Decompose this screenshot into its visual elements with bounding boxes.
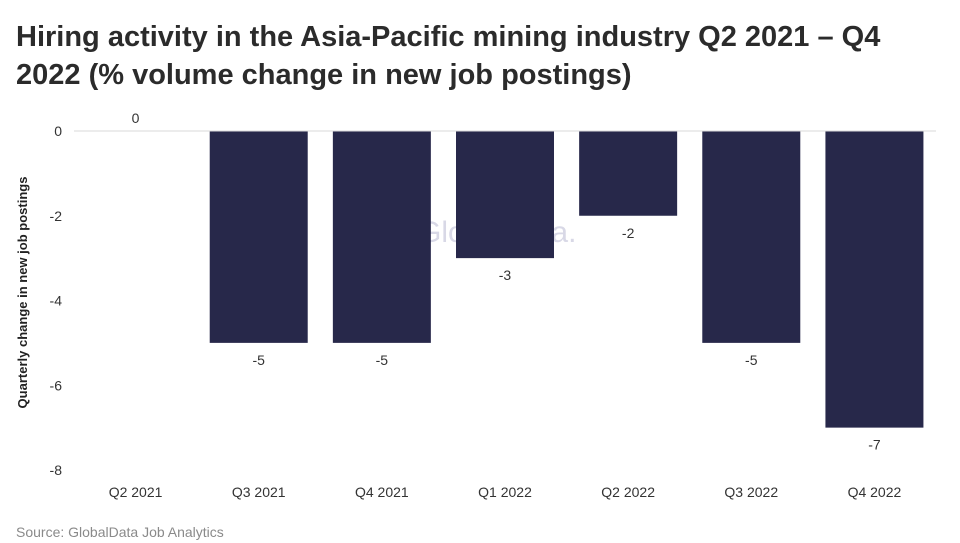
- data-label: -5: [252, 352, 265, 368]
- y-tick-label: -6: [50, 377, 63, 393]
- x-tick-label: Q2 2021: [109, 484, 163, 500]
- data-label: -2: [622, 225, 635, 241]
- y-tick-label: -4: [50, 293, 63, 309]
- x-tick-label: Q1 2022: [478, 484, 532, 500]
- x-tick-label: Q3 2022: [724, 484, 778, 500]
- bar-q3-2021: [209, 131, 308, 343]
- y-tick-label: -2: [50, 208, 63, 224]
- data-label: -3: [499, 267, 512, 283]
- x-tick-label: Q4 2022: [848, 484, 902, 500]
- data-label: -5: [745, 352, 758, 368]
- bar-q2-2022: [579, 131, 678, 216]
- y-tick-label: -8: [50, 462, 63, 478]
- source-note: Source: GlobalData Job Analytics: [16, 524, 224, 540]
- bar-q4-2021: [332, 131, 431, 343]
- x-tick-label: Q4 2021: [355, 484, 409, 500]
- bar-q3-2022: [702, 131, 801, 343]
- y-axis-label: Quarterly change in new job postings: [15, 177, 30, 409]
- y-tick-label: 0: [54, 123, 62, 139]
- data-label: 0: [132, 110, 140, 126]
- x-tick-label: Q2 2022: [601, 484, 655, 500]
- bar-q4-2022: [825, 131, 924, 428]
- data-label: -7: [868, 437, 881, 453]
- bar-q1-2022: [456, 131, 554, 259]
- x-tick-label: Q3 2021: [232, 484, 286, 500]
- data-label: -5: [376, 352, 389, 368]
- chart-title: Hiring activity in the Asia-Pacific mini…: [16, 21, 881, 91]
